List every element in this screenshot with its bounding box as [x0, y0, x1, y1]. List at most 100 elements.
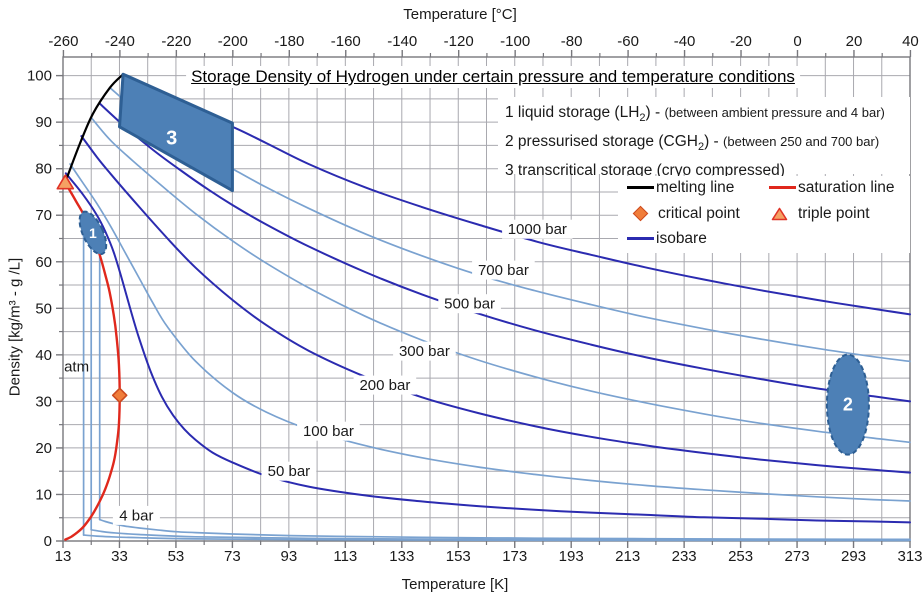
curve-label-bg — [472, 260, 535, 280]
tick-label-left: 0 — [44, 533, 52, 550]
critical-point-label: critical point — [658, 205, 740, 222]
tick-label-left: 50 — [35, 300, 52, 317]
tick-label-left: 10 — [35, 486, 52, 503]
triple-point-label: triple point — [798, 205, 870, 222]
curve-melting-line — [64, 73, 125, 184]
chart-title: Storage Density of Hydrogen under certai… — [186, 66, 800, 88]
curve-label: 4 bar — [119, 507, 153, 524]
curve-label: 100 bar — [303, 423, 354, 440]
y-axis-title: Density [kg/m³ - g /L] — [6, 257, 24, 397]
tick-label-top: -20 — [730, 33, 752, 50]
curve-label-bg — [261, 461, 317, 481]
region-2 — [825, 353, 870, 456]
curve-500-bar — [98, 102, 911, 403]
tick-label-left: 80 — [35, 161, 52, 178]
tick-label-bottom: 313 — [897, 548, 922, 565]
note-subscript: 2 — [639, 112, 646, 125]
tick-label-bottom: 293 — [841, 548, 866, 565]
note-detail: (between 250 and 700 bar) — [723, 134, 880, 150]
tick-label-bottom: 133 — [389, 548, 414, 565]
region-1 — [78, 210, 108, 256]
tick-label-bottom: 253 — [728, 548, 753, 565]
note-text: 3 transcritical storage (cryo compressed… — [505, 162, 785, 180]
region-label-1: 1 — [89, 225, 97, 241]
curve-label: 500 bar — [444, 296, 495, 313]
tick-label-top: -120 — [444, 33, 474, 50]
tick-label-bottom: 13 — [55, 548, 72, 565]
tick-label-bottom: 193 — [559, 548, 584, 565]
legend-notes: 1 liquid storage (LH2) - (between ambien… — [498, 97, 910, 179]
curve-label-bg — [502, 219, 573, 239]
tick-label-top: -180 — [274, 33, 304, 50]
tick-label-top: 0 — [793, 33, 801, 50]
region-label-2: 2 — [843, 395, 853, 415]
tick-label-bottom: 73 — [224, 548, 241, 565]
note-subscript: 2 — [697, 141, 705, 154]
curve-label: 700 bar — [478, 262, 529, 279]
tick-label-bottom: 93 — [281, 548, 298, 565]
curve-label-bg — [393, 341, 456, 361]
note-text: 2 pressurised storage (CGH — [505, 133, 698, 151]
triple-point-icon — [771, 207, 788, 221]
tick-label-bottom: 213 — [615, 548, 640, 565]
tick-label-top: -260 — [48, 33, 78, 50]
curve-label: atm — [64, 359, 89, 376]
saturation-line-sample — [769, 186, 796, 189]
tick-label-bottom: 53 — [168, 548, 185, 565]
curve-label: 300 bar — [399, 343, 450, 360]
isobare-sample — [627, 237, 654, 240]
note-detail: (between ambient pressure and 4 bar) — [664, 105, 885, 120]
legend-note-liquid-storage: 1 liquid storage (LH2) - (between ambien… — [505, 101, 910, 130]
tick-label-left: 30 — [35, 393, 52, 410]
tick-label-top: -40 — [674, 33, 696, 50]
tick-label-left: 20 — [35, 440, 52, 457]
tick-label-top: -240 — [105, 33, 135, 50]
curve-label: 50 bar — [268, 463, 311, 480]
region-3 — [118, 72, 234, 193]
tick-label-left: 70 — [35, 207, 52, 224]
tick-label-top: 20 — [846, 33, 863, 50]
curve-atm — [82, 534, 911, 542]
tick-label-top: -80 — [561, 33, 583, 50]
tick-label-top: -140 — [387, 33, 417, 50]
triple-point-marker — [56, 174, 75, 190]
legend-markers: melting line saturation line critical po… — [618, 176, 910, 253]
tick-label-left: 60 — [35, 254, 52, 271]
triple-point-icon-shape — [771, 207, 788, 221]
curve-label-bg — [438, 294, 501, 314]
legend-note-transcritical-storage: 3 transcritical storage (cryo compressed… — [505, 159, 910, 188]
x-axis-top-title: Temperature [°C] — [403, 6, 517, 23]
tick-label-top: -100 — [500, 33, 530, 50]
curve-4-bar — [98, 518, 911, 541]
tick-label-top: -160 — [331, 33, 361, 50]
curve-label-bg — [297, 421, 360, 441]
tick-label-left: 40 — [35, 347, 52, 364]
tick-label-left: 90 — [35, 114, 52, 131]
tick-label-top: -220 — [161, 33, 191, 50]
legend-note-pressurised-storage: 2 pressurised storage (CGH2) - (between … — [505, 130, 910, 159]
curve-label-bg — [353, 375, 417, 395]
region-label-3: 3 — [166, 127, 177, 149]
tick-label-bottom: 233 — [672, 548, 697, 565]
curve-label: 1000 bar — [508, 221, 567, 238]
tick-label-left: 100 — [27, 68, 52, 85]
critical-point-icon — [632, 205, 649, 222]
saturation-line-label: saturation line — [798, 179, 895, 196]
curve-label: 200 bar — [359, 377, 410, 394]
melting-line-label: melting line — [656, 179, 735, 196]
melting-line-sample — [627, 186, 654, 189]
tick-label-top: -200 — [218, 33, 248, 50]
tick-label-bottom: 33 — [111, 548, 128, 565]
tick-label-bottom: 173 — [502, 548, 527, 565]
tick-label-bottom: 113 — [333, 548, 357, 565]
note-text: 1 liquid storage (LH — [505, 104, 640, 121]
tick-label-bottom: 273 — [785, 548, 810, 565]
curve-label-bg — [112, 505, 160, 525]
note-text: ) - — [704, 133, 724, 151]
note-text: ) - — [645, 104, 665, 121]
tick-label-top: 40 — [902, 33, 919, 50]
curve-50-bar — [64, 172, 911, 524]
critical-point-marker — [111, 387, 128, 404]
